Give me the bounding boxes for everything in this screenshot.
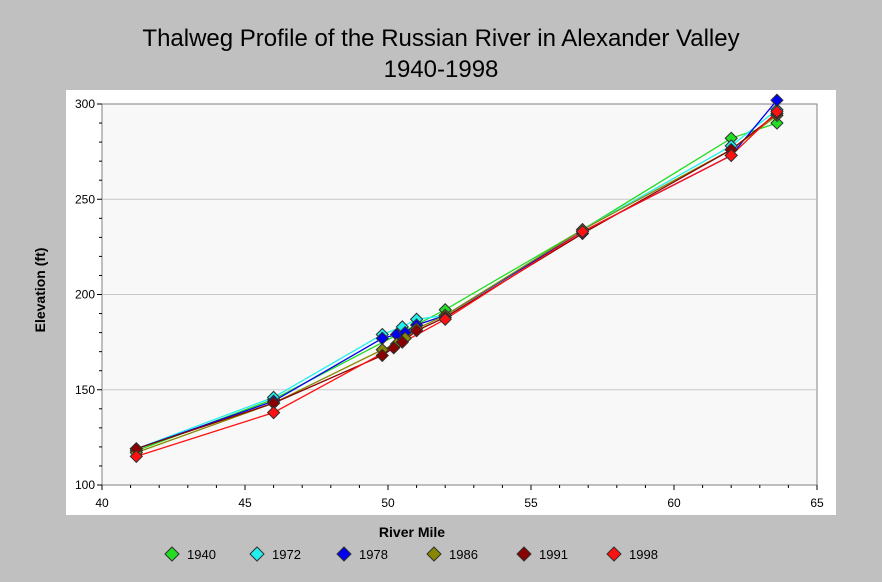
axis-ticks: 100 150 200 250 300 40 45 50 55 60 65 bbox=[75, 97, 824, 510]
chart-title: Thalweg Profile of the Russian River in … bbox=[142, 25, 739, 52]
series-point-1991 bbox=[375, 348, 389, 363]
series-point-1998 bbox=[575, 224, 590, 239]
series-point-1998 bbox=[129, 449, 144, 464]
legend: 1940 1972 1978 1986 1991 1998 bbox=[164, 546, 658, 562]
x-tick-label: 50 bbox=[381, 496, 395, 510]
legend-swatch-1972 bbox=[249, 546, 265, 562]
legend-swatch-1986 bbox=[426, 546, 442, 562]
legend-swatch-1940 bbox=[164, 546, 180, 562]
grid-lines bbox=[102, 198, 817, 391]
series-point-1998 bbox=[438, 312, 452, 326]
x-tick-label: 40 bbox=[95, 496, 109, 510]
y-tick-label: 150 bbox=[75, 383, 95, 397]
legend-swatch-1978 bbox=[336, 546, 352, 562]
x-tick-label: 60 bbox=[667, 496, 681, 510]
x-tick-label: 45 bbox=[238, 496, 252, 510]
y-tick-label: 250 bbox=[75, 192, 95, 206]
y-axis-title: Elevation (ft) bbox=[32, 248, 48, 333]
series-point-1991 bbox=[395, 335, 410, 349]
legend-swatch-1991 bbox=[516, 546, 532, 562]
series-line-1998 bbox=[136, 111, 778, 458]
series-line-1940 bbox=[136, 122, 778, 452]
legend-label-1998: 1998 bbox=[629, 547, 658, 562]
x-axis-title: River Mile bbox=[379, 524, 445, 540]
legend-label-1991: 1991 bbox=[539, 547, 568, 562]
legend-swatch-1998 bbox=[606, 546, 622, 562]
y-tick-label: 200 bbox=[75, 288, 95, 302]
series-point-1998 bbox=[770, 104, 784, 119]
legend-label-1978: 1978 bbox=[359, 547, 388, 562]
chart-subtitle: 1940-1998 bbox=[384, 56, 499, 83]
series-point-1991 bbox=[409, 323, 424, 338]
y-tick-label: 300 bbox=[75, 97, 95, 111]
legend-label-1940: 1940 bbox=[187, 547, 216, 562]
series-point-1940 bbox=[770, 116, 784, 130]
series-point-1991 bbox=[387, 341, 401, 355]
series-point-1998 bbox=[724, 148, 738, 163]
legend-label-1972: 1972 bbox=[272, 547, 301, 562]
x-tick-label: 65 bbox=[810, 496, 824, 510]
x-tick-label: 55 bbox=[524, 496, 538, 510]
series-point-1998 bbox=[266, 405, 281, 420]
y-tick-label: 100 bbox=[75, 478, 95, 492]
legend-label-1986: 1986 bbox=[449, 547, 478, 562]
series-markers bbox=[129, 93, 784, 464]
